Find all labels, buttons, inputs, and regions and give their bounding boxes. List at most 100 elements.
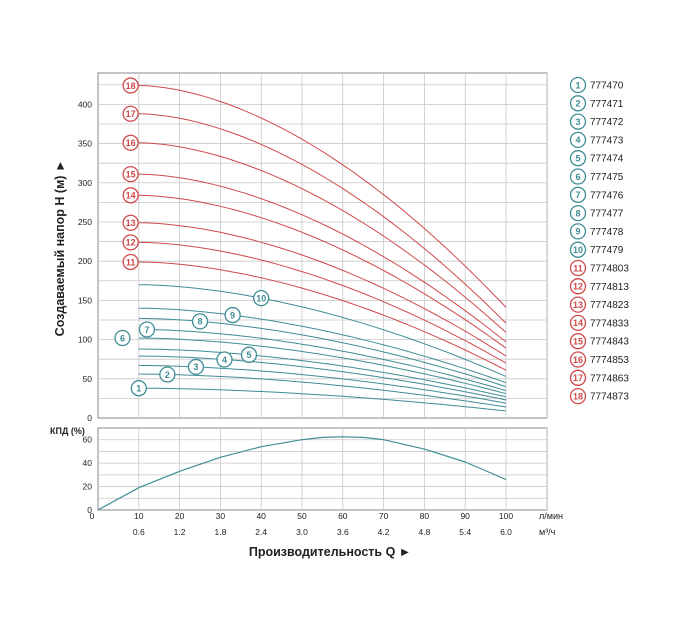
legend-name-14: 7774833 <box>590 318 629 329</box>
head-curve-1 <box>138 387 507 412</box>
curve-marker-label-2: 2 <box>165 370 170 380</box>
legend-marker-2 <box>569 95 587 112</box>
lpm-tick-label: 20 <box>175 511 185 521</box>
lpm-tick-label: 90 <box>460 511 470 521</box>
legend-name-9: 777478 <box>590 227 624 238</box>
legend-marker-label-11: 11 <box>573 263 583 273</box>
legend-item-4: 4 777473 <box>569 131 624 149</box>
legend-marker-8 <box>569 204 587 222</box>
legend-name-7: 777476 <box>590 190 624 201</box>
legend-marker-15 <box>569 333 587 350</box>
legend-marker-label-9: 9 <box>575 227 580 237</box>
curve-marker-label-16: 16 <box>126 138 136 148</box>
head-curve-10 <box>138 284 507 377</box>
head-y-tick-label: 150 <box>78 295 92 305</box>
legend-marker-label-7: 7 <box>575 190 580 200</box>
efficiency-chart-frame <box>97 427 548 511</box>
legend-name-2: 777471 <box>590 99 624 110</box>
curve-marker-9 <box>224 306 241 324</box>
legend-marker-3 <box>569 113 587 130</box>
legend-item-14: 14 7774833 <box>569 314 629 332</box>
legend-marker-1 <box>569 76 587 94</box>
legend: 1 777470 2 777471 3 777472 4 777473 5 777474 6 7774… <box>569 76 629 405</box>
legend-name-5: 777474 <box>590 154 624 165</box>
efficiency-y-tick-label: 60 <box>83 435 93 445</box>
head-y-tick-label: 0 <box>87 413 92 423</box>
lpm-unit-label: л/мин <box>539 511 563 521</box>
efficiency-y-tick-label: 40 <box>83 458 93 468</box>
legend-item-16: 16 7774853 <box>569 351 629 368</box>
head-curve-15 <box>138 173 507 343</box>
legend-name-16: 7774853 <box>590 355 629 366</box>
legend-name-12: 7774813 <box>590 282 629 293</box>
legend-marker-12 <box>569 278 587 295</box>
curve-marker-1 <box>130 380 147 397</box>
curve-marker-label-6: 6 <box>120 333 125 343</box>
legend-name-15: 7774843 <box>590 337 629 348</box>
curve-marker-label-11: 11 <box>126 257 136 267</box>
efficiency-curve <box>97 436 507 511</box>
head-curve-16 <box>138 142 507 333</box>
head-y-tick-label: 50 <box>83 374 93 384</box>
legend-marker-5 <box>569 150 587 167</box>
legend-item-13: 13 7774823 <box>569 296 629 313</box>
m3h-tick-label: 3.6 <box>337 527 349 537</box>
m3h-tick-label: 4.8 <box>418 527 430 537</box>
lpm-tick-label: 70 <box>379 511 389 521</box>
legend-marker-label-13: 13 <box>573 300 583 310</box>
curve-marker-label-1: 1 <box>136 384 141 394</box>
head-curves <box>138 85 507 412</box>
legend-item-9: 9 777478 <box>569 223 624 240</box>
efficiency-axis-title: КПД (%) <box>50 426 85 436</box>
curve-marker-11 <box>122 253 139 271</box>
m3h-tick-label: 6.0 <box>500 527 512 537</box>
m3h-tick-label: 1.2 <box>174 527 186 537</box>
curve-marker-label-12: 12 <box>126 238 136 248</box>
legend-item-3: 3 777472 <box>569 113 624 130</box>
head-y-tick-label: 400 <box>78 99 92 109</box>
legend-marker-4 <box>569 131 587 149</box>
legend-marker-label-16: 16 <box>573 355 583 365</box>
curve-marker-8 <box>191 313 209 330</box>
lpm-tick-label: 60 <box>338 511 348 521</box>
curve-marker-6 <box>114 329 131 347</box>
m3h-tick-label: 1.8 <box>214 527 226 537</box>
curve-marker-label-3: 3 <box>193 362 198 372</box>
curve-marker-label-7: 7 <box>144 325 149 335</box>
legend-item-1: 1 777470 <box>569 76 624 94</box>
legend-item-12: 12 7774813 <box>569 278 629 295</box>
curve-marker-label-17: 17 <box>126 109 136 119</box>
m3h-tick-label: 3.0 <box>296 527 308 537</box>
head-y-tick-label: 350 <box>78 139 92 149</box>
legend-marker-label-4: 4 <box>575 135 580 145</box>
head-curve-11 <box>138 261 507 371</box>
curve-marker-15 <box>122 165 139 183</box>
curve-marker-label-13: 13 <box>126 218 136 228</box>
legend-name-17: 7774863 <box>590 373 629 384</box>
legend-marker-11 <box>569 259 587 277</box>
curve-marker-label-4: 4 <box>222 355 227 365</box>
legend-marker-16 <box>569 351 587 368</box>
lpm-tick-label: 80 <box>420 511 430 521</box>
legend-item-15: 15 7774843 <box>569 333 629 350</box>
legend-marker-10 <box>569 241 587 258</box>
legend-marker-14 <box>569 314 587 332</box>
lpm-tick-label: 0 <box>90 511 95 521</box>
lpm-tick-label: 10 <box>134 511 144 521</box>
head-curve-7 <box>138 328 507 392</box>
legend-name-1: 777470 <box>590 81 624 92</box>
curve-marker-18 <box>122 77 139 94</box>
legend-item-8: 8 777477 <box>569 204 624 222</box>
head-curve-5 <box>138 348 507 398</box>
head-curve-18 <box>138 85 507 308</box>
legend-item-11: 11 7774803 <box>569 259 629 277</box>
legend-name-18: 7774873 <box>590 392 629 403</box>
legend-name-8: 777477 <box>590 209 624 220</box>
head-curve-14 <box>138 194 507 349</box>
legend-marker-label-14: 14 <box>573 318 583 328</box>
legend-name-3: 777472 <box>590 117 624 128</box>
legend-item-10: 10 777479 <box>569 241 624 258</box>
curve-marker-5 <box>240 346 258 363</box>
